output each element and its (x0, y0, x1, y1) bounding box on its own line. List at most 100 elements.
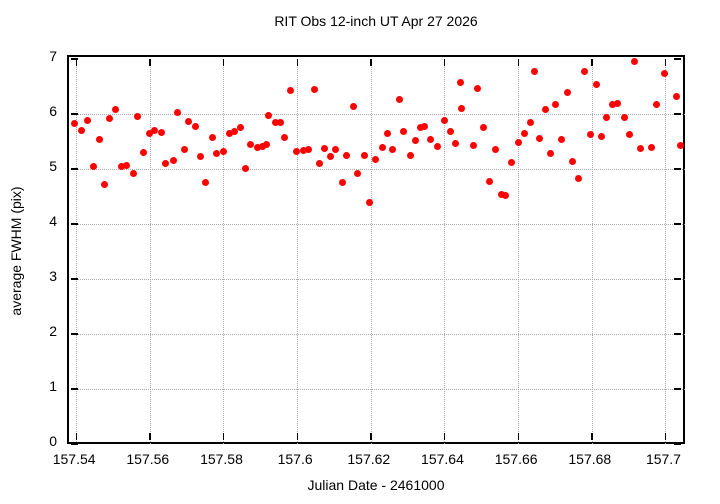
data-point (660, 70, 668, 78)
y-tick-mark (674, 223, 681, 225)
data-point (502, 192, 510, 200)
data-point (586, 130, 594, 138)
data-point (277, 118, 285, 126)
data-point (196, 153, 204, 161)
x-gridline (591, 59, 593, 444)
data-point (371, 156, 379, 164)
x-gridline (76, 59, 78, 444)
data-point (558, 135, 566, 143)
x-tick-mark (591, 59, 593, 66)
x-tick-label: 157.66 (494, 451, 538, 467)
y-tick-mark (674, 278, 681, 280)
data-point (551, 100, 559, 108)
data-point (469, 142, 477, 150)
y-gridline (71, 224, 685, 225)
x-tick-mark (149, 59, 151, 66)
data-point (201, 179, 209, 187)
data-point (457, 105, 465, 112)
x-tick-label: 157.6 (277, 451, 313, 467)
data-point (652, 101, 660, 109)
y-gridline (71, 279, 685, 280)
y-tick-label: 3 (49, 268, 57, 284)
data-point (140, 149, 148, 156)
data-point (412, 136, 420, 144)
data-point (338, 178, 346, 186)
x-tick-mark (296, 433, 299, 440)
x-tick-label: 157.58 (200, 451, 243, 467)
data-point (417, 123, 425, 131)
data-point (162, 160, 170, 167)
x-axis-label: Julian Date - 2461000 (307, 477, 445, 493)
data-point (253, 144, 261, 152)
data-point (151, 127, 159, 134)
x-gridline (149, 59, 151, 444)
x-tick-label: 157.68 (568, 451, 612, 467)
data-point (180, 146, 188, 154)
data-point (620, 114, 628, 122)
x-gridline (223, 59, 225, 444)
data-point (379, 144, 387, 152)
x-tick-mark (664, 59, 667, 66)
y-tick-label: 5 (49, 158, 57, 174)
x-tick-mark (443, 59, 446, 66)
data-point (219, 148, 227, 156)
x-tick-mark (591, 433, 593, 440)
data-point (473, 85, 481, 93)
y-tick-label: 7 (49, 48, 57, 64)
x-tick-mark (370, 433, 372, 440)
x-tick-mark (75, 433, 78, 440)
y-tick-label: 6 (49, 103, 57, 119)
data-point (281, 133, 289, 141)
x-tick-label: 157.64 (421, 451, 464, 467)
x-tick-mark (517, 59, 520, 66)
data-point (603, 114, 611, 122)
data-point (452, 140, 460, 148)
plot-area (67, 55, 685, 445)
y-tick-mark (674, 388, 681, 390)
data-point (625, 131, 633, 139)
data-point (406, 152, 414, 160)
data-point (264, 111, 272, 119)
data-point (354, 170, 362, 178)
data-point (433, 142, 441, 150)
x-gridline (518, 59, 520, 444)
data-point (158, 129, 166, 137)
x-tick-label: 157.56 (126, 451, 170, 467)
y-gridline (71, 389, 685, 390)
data-point (446, 127, 454, 135)
data-point (389, 146, 397, 154)
data-point (272, 119, 280, 127)
data-point (78, 127, 86, 134)
y-tick-mark (71, 278, 78, 280)
data-point (263, 140, 271, 148)
data-point (383, 129, 391, 137)
data-point (343, 152, 351, 160)
data-point (258, 142, 266, 150)
y-tick-mark (71, 168, 78, 170)
data-point (130, 169, 138, 177)
data-point (515, 139, 523, 147)
data-point (299, 147, 307, 155)
x-gridline (297, 59, 299, 444)
data-point (637, 145, 645, 153)
data-point (173, 108, 181, 116)
data-point (321, 145, 329, 153)
data-point (71, 120, 79, 128)
data-point (647, 144, 655, 152)
data-point (631, 58, 639, 66)
y-gridline (71, 334, 685, 335)
data-point (145, 130, 153, 138)
data-point (457, 78, 465, 86)
x-tick-mark (370, 59, 372, 66)
x-tick-mark (222, 59, 225, 66)
y-tick-mark (71, 333, 78, 335)
y-axis-label: average FWHM (pix) (8, 186, 24, 316)
data-point (395, 95, 403, 103)
y-gridline (71, 114, 685, 115)
y-tick-label: 2 (49, 323, 57, 339)
data-point (105, 115, 113, 123)
data-point (520, 129, 528, 137)
x-tick-mark (296, 59, 299, 66)
data-point (593, 81, 601, 89)
